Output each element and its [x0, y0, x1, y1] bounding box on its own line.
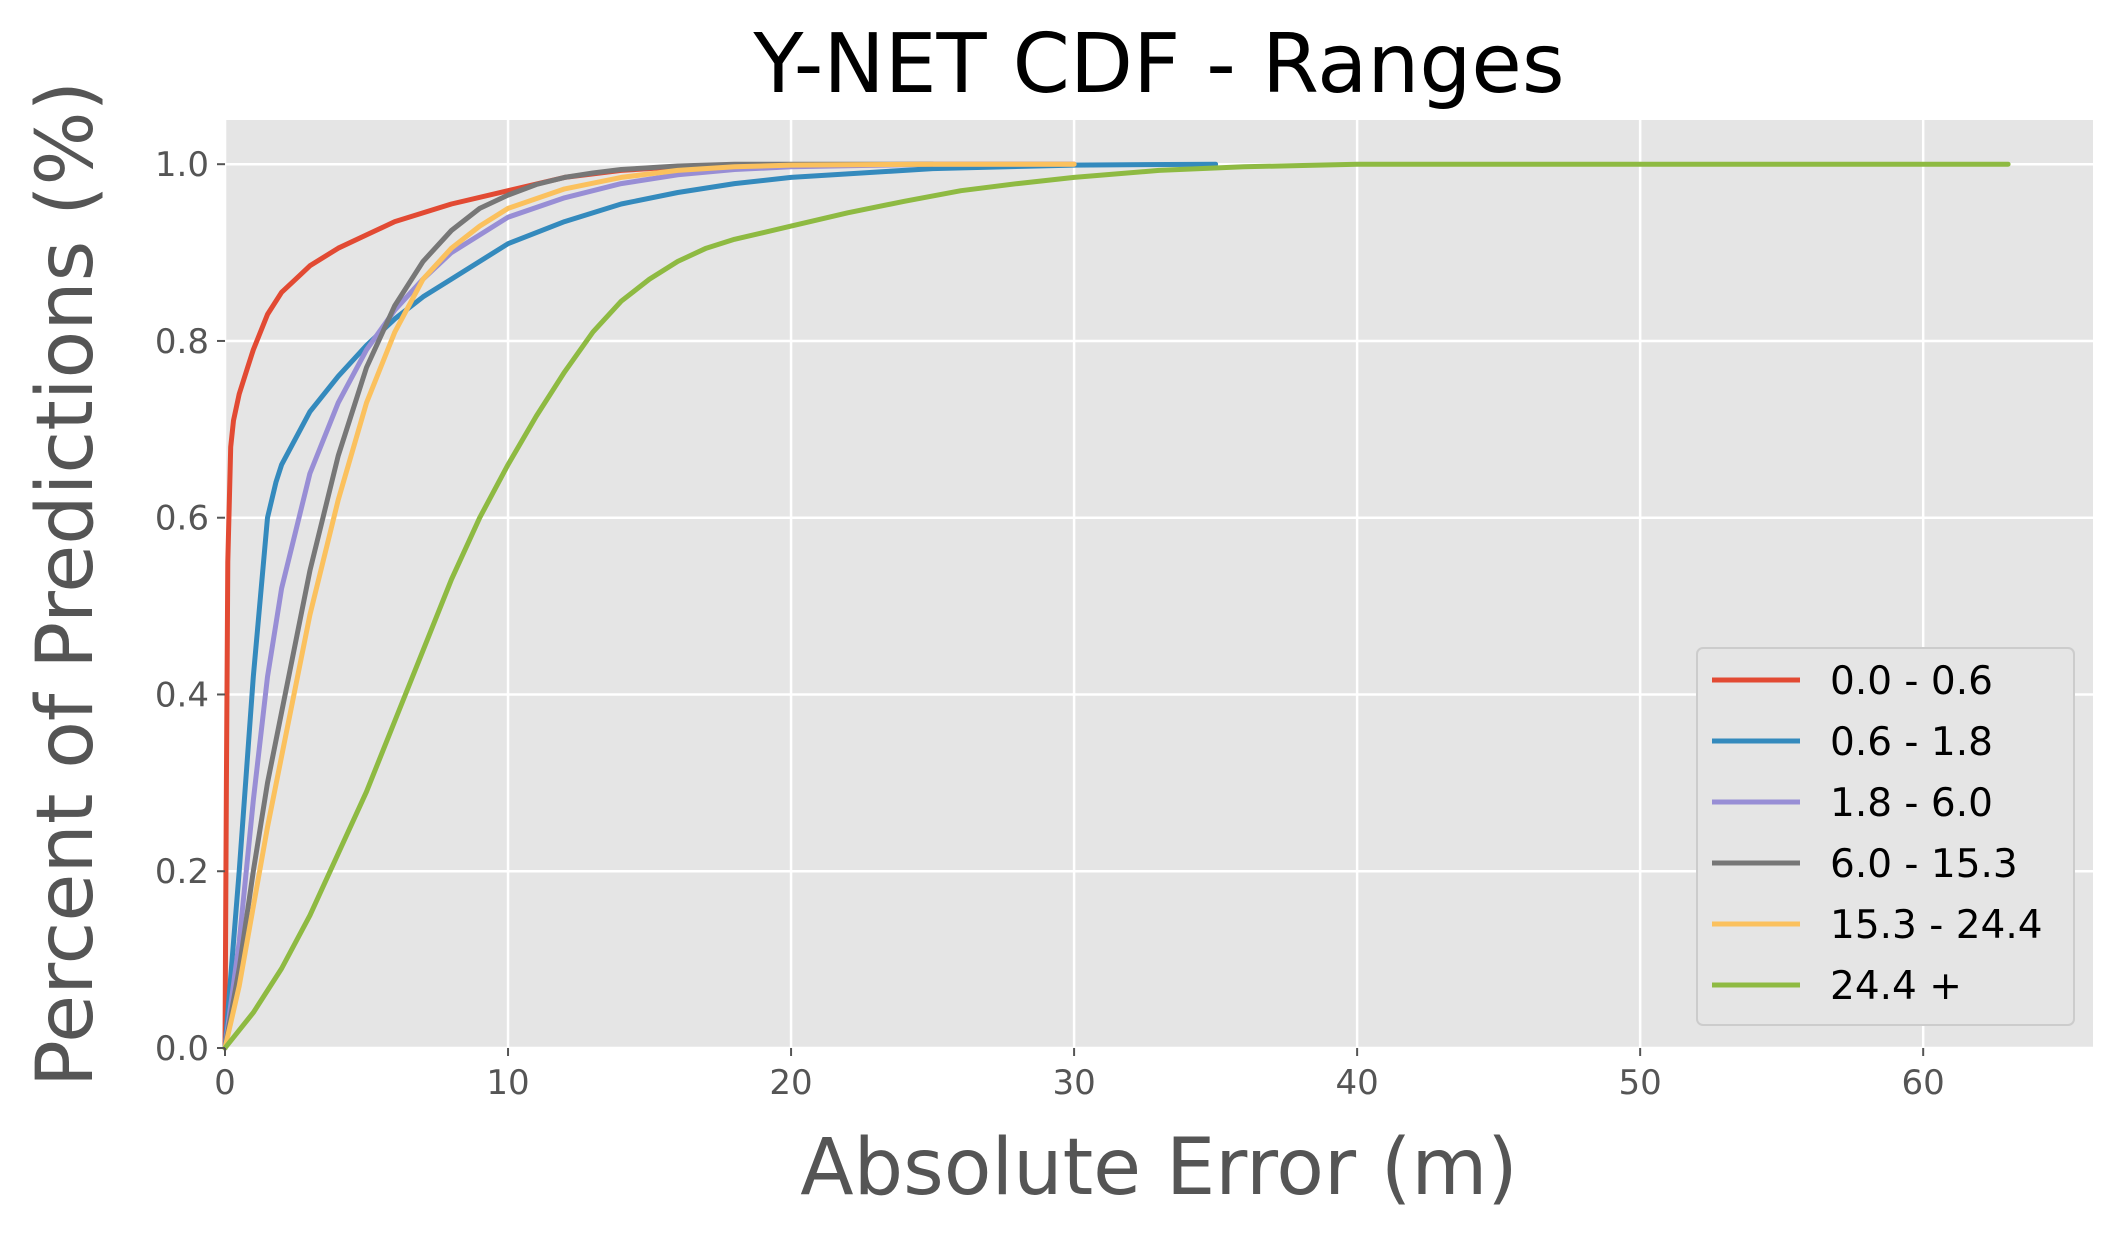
axis-ticks: 0 10 20 30 40 50 60 0.0 0.2 0.4 0.6 0.8 1.0 [155, 145, 1945, 1103]
legend: 0.0 - 0.6 0.6 - 1.8 1.8 - 6.0 6.0 - 15.3 15.… [1696, 647, 2075, 1026]
y-tick-label: 0.2 [155, 852, 209, 892]
legend-label-1: 0.6 - 1.8 [1830, 720, 1993, 765]
series-lines [222, 161, 2011, 1051]
y-tick-label: 1.0 [155, 145, 209, 185]
legend-label-0: 0.0 - 0.6 [1830, 659, 1993, 704]
x-tick-label: 30 [1052, 1063, 1095, 1103]
legend-label-3: 6.0 - 15.3 [1830, 842, 2018, 887]
x-tick-label: 0 [214, 1063, 236, 1103]
legend-label-5: 24.4 + [1830, 964, 1962, 1009]
y-axis-label: Percent of Predictions (%) [21, 81, 111, 1087]
x-tick-label: 10 [486, 1063, 529, 1103]
series-line-5 [222, 161, 2011, 1051]
y-tick-label: 0.8 [155, 322, 209, 362]
chart-title: Y-NET CDF - Ranges [752, 17, 1564, 112]
y-tick-label: 0.6 [155, 499, 209, 539]
x-tick-label: 20 [769, 1063, 812, 1103]
x-axis-label: Absolute Error (m) [800, 1123, 1517, 1213]
x-tick-label: 50 [1619, 1063, 1662, 1103]
series-line-4 [222, 161, 1077, 1051]
x-tick-label: 60 [1902, 1063, 1945, 1103]
y-tick-label: 0.4 [155, 675, 209, 715]
series-line-1 [222, 161, 1219, 1051]
x-tick-label: 40 [1335, 1063, 1378, 1103]
series-line-3 [222, 161, 936, 1051]
legend-label-4: 15.3 - 24.4 [1830, 903, 2043, 948]
legend-label-2: 1.8 - 6.0 [1830, 781, 1993, 826]
y-tick-label: 0.0 [155, 1029, 209, 1069]
